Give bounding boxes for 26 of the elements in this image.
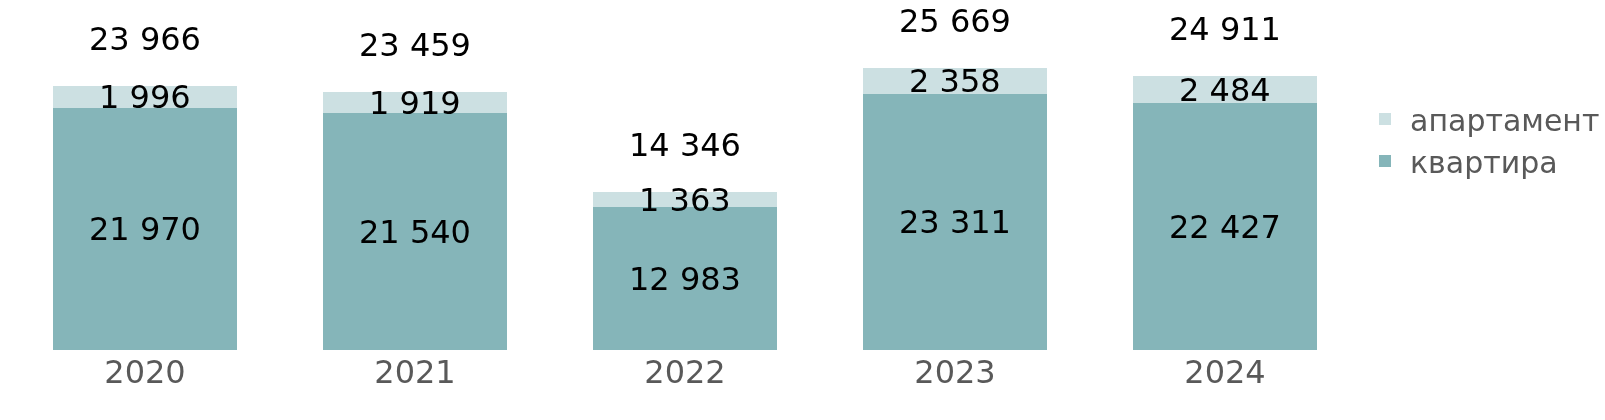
data-label: 2 358 [909,62,1001,100]
data-label: 1 363 [639,181,731,219]
x-tick-label: 2021 [374,353,456,391]
total-label: 14 346 [629,126,741,164]
bar [53,108,237,350]
bar [323,113,507,350]
data-label: 23 311 [899,203,1011,241]
x-tick-label: 2023 [914,353,996,391]
data-label: 12 983 [629,260,741,298]
data-label: 21 540 [359,213,471,251]
total-label: 23 966 [89,20,201,58]
data-label: 1 919 [369,84,461,122]
total-label: 23 459 [359,26,471,64]
legend-label: квартира [1410,144,1558,180]
data-label: 22 427 [1169,208,1281,246]
x-tick-label: 2020 [104,353,186,391]
legend-label: апартамент [1410,102,1600,138]
x-tick-label: 2022 [644,353,726,391]
data-label: 21 970 [89,210,201,248]
data-label: 2 484 [1179,71,1271,109]
x-tick-label: 2024 [1184,353,1266,391]
total-label: 25 669 [899,2,1011,40]
data-label: 1 996 [99,78,191,116]
bar [863,93,1047,350]
total-label: 24 911 [1169,10,1281,48]
bar [1133,103,1317,350]
